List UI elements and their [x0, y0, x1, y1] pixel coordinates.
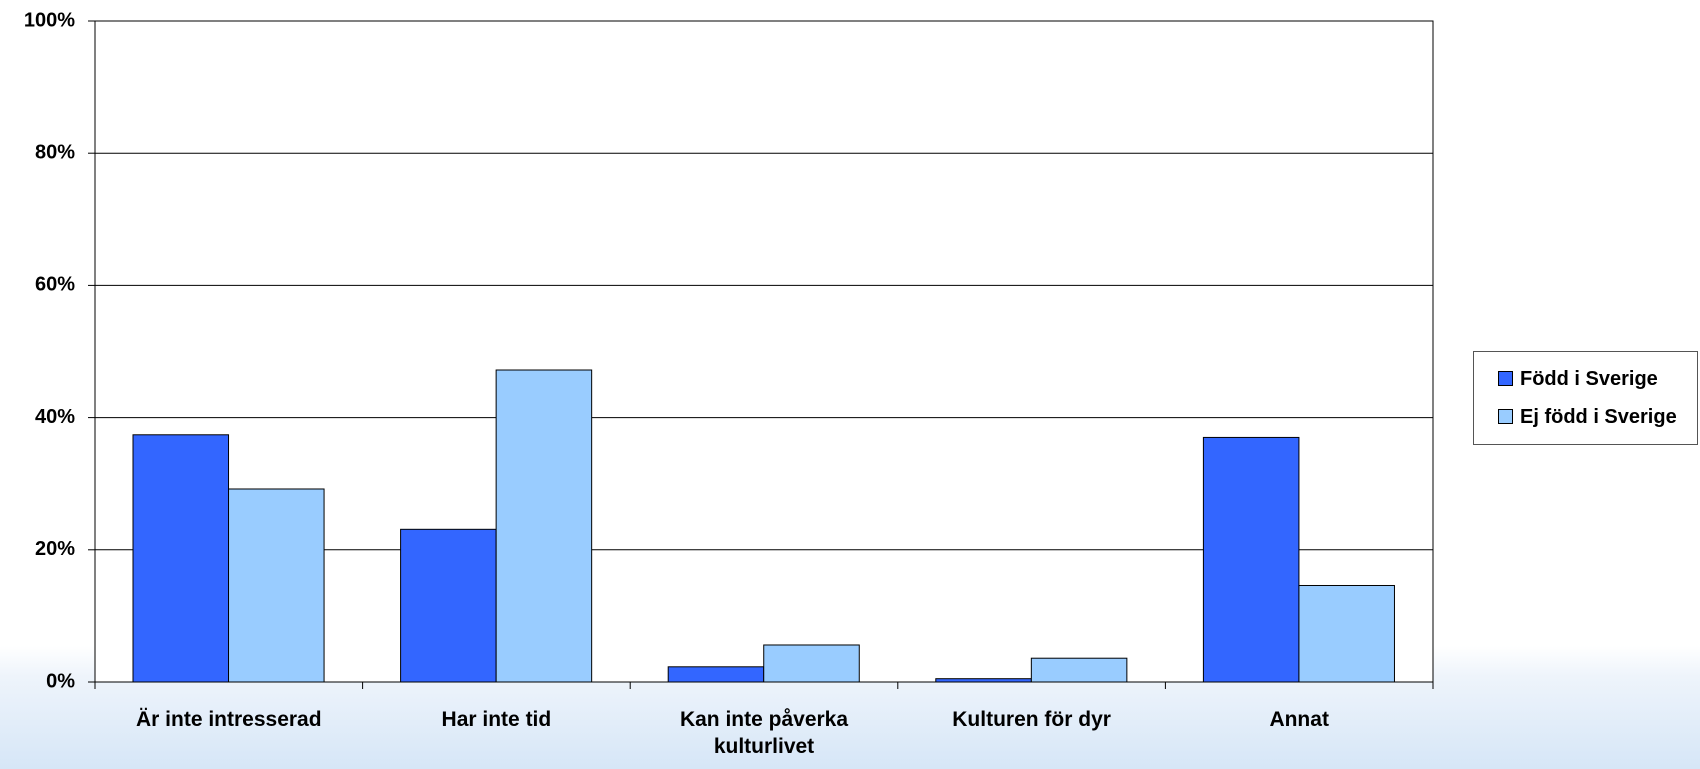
y-tick-label: 60% — [35, 274, 75, 296]
bar — [667, 666, 765, 683]
bar — [400, 528, 497, 683]
bar — [228, 488, 325, 683]
y-tick-label: 20% — [35, 538, 75, 560]
x-tick-label: Kan inte påverka kulturlivet — [679, 708, 849, 759]
bar — [132, 434, 230, 683]
legend-swatch — [1498, 371, 1513, 386]
y-tick-label: 80% — [35, 141, 75, 163]
legend-label: Född i Sverige — [1520, 368, 1658, 390]
x-tick-label: Annat — [1269, 708, 1329, 731]
legend: Född i Sverige Ej född i Sverige — [1473, 351, 1698, 445]
x-tick-label: Är inte intresserad — [136, 708, 322, 731]
legend-swatch — [1498, 409, 1513, 424]
legend-label: Ej född i Sverige — [1520, 406, 1677, 428]
legend-item: Född i Sverige — [1498, 368, 1658, 391]
x-tick-label: Har inte tid — [441, 708, 552, 731]
y-tick-label: 40% — [35, 406, 75, 428]
y-tick-label: 100% — [24, 9, 75, 31]
bar — [1298, 584, 1395, 683]
y-tick-label: 0% — [46, 670, 75, 692]
bar — [1030, 657, 1128, 683]
bar — [763, 644, 860, 683]
bar — [1202, 436, 1300, 683]
bar — [495, 369, 593, 683]
x-tick-label: Kulturen för dyr — [952, 708, 1111, 731]
legend-item: Ej född i Sverige — [1498, 406, 1677, 429]
